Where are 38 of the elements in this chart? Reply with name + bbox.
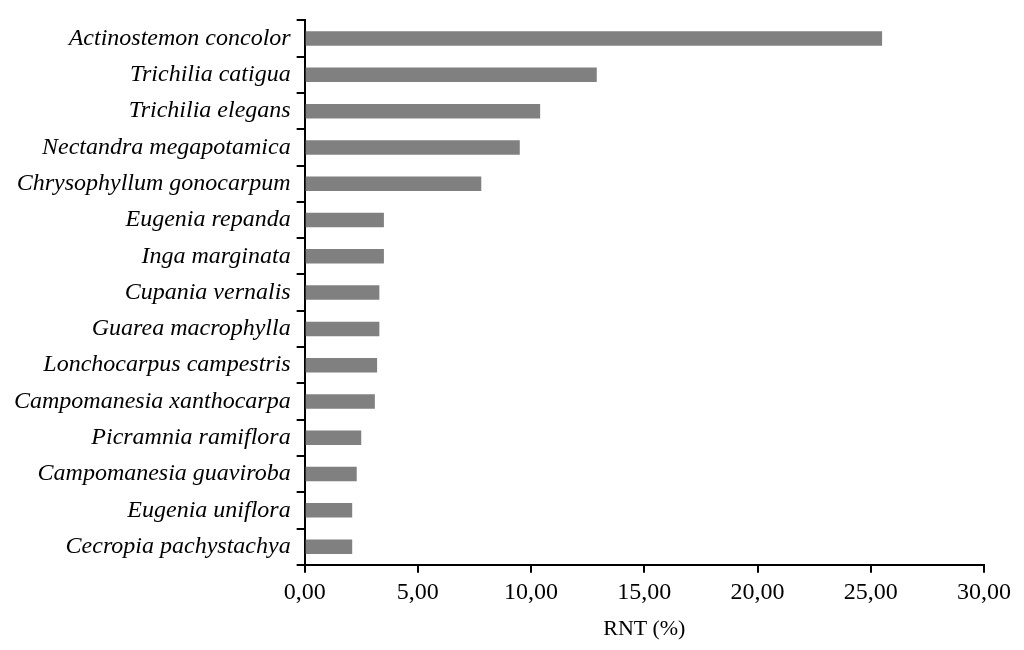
bar bbox=[305, 357, 378, 373]
y-tick-label: Campomanesia guaviroba bbox=[37, 459, 291, 486]
bar bbox=[305, 212, 384, 228]
y-tick-label: Campomanesia xanthocarpa bbox=[13, 386, 291, 413]
y-tick-label: Eugenia repanda bbox=[124, 205, 291, 232]
bar bbox=[305, 430, 362, 446]
bar bbox=[305, 285, 380, 300]
y-tick-label: Trichilia catigua bbox=[129, 60, 291, 87]
bar bbox=[305, 394, 375, 409]
x-tick-label: 15,00 bbox=[617, 578, 672, 605]
bar bbox=[305, 140, 520, 155]
bar bbox=[305, 176, 482, 191]
y-tick-label: Actinostemon concolor bbox=[66, 23, 292, 50]
y-tick-label: Lonchocarpus campestris bbox=[42, 350, 291, 377]
bar bbox=[305, 503, 353, 518]
bar bbox=[305, 249, 384, 264]
y-tick-label: Eugenia uniflora bbox=[126, 495, 291, 522]
y-tick-label: Cecropia pachystachya bbox=[65, 531, 291, 558]
x-tick-label: 30,00 bbox=[957, 578, 1011, 605]
x-tick-label: 5,00 bbox=[396, 578, 439, 605]
y-tick-label: Guarea macrophylla bbox=[91, 314, 291, 341]
y-tick-label: Picramnia ramiflora bbox=[90, 423, 291, 450]
bar bbox=[305, 321, 380, 337]
y-tick-label: Nectandra megapotamica bbox=[41, 132, 291, 159]
x-tick-label: 20,00 bbox=[730, 578, 785, 605]
bar bbox=[305, 31, 883, 46]
x-tick-label: 25,00 bbox=[843, 578, 898, 605]
bar bbox=[305, 466, 357, 482]
x-axis-title: RNT (%) bbox=[603, 614, 686, 640]
y-tick-label: Trichilia elegans bbox=[128, 96, 291, 123]
x-tick-label: 10,00 bbox=[504, 578, 559, 605]
y-tick-label: Chrysophyllum gonocarpum bbox=[16, 169, 291, 196]
bar bbox=[305, 103, 541, 119]
y-tick-label: Cupania vernalis bbox=[124, 277, 291, 304]
y-tick-label: Inga marginata bbox=[140, 241, 291, 268]
bar bbox=[305, 539, 353, 554]
bar bbox=[305, 67, 597, 83]
x-tick-label: 0,00 bbox=[283, 578, 326, 605]
